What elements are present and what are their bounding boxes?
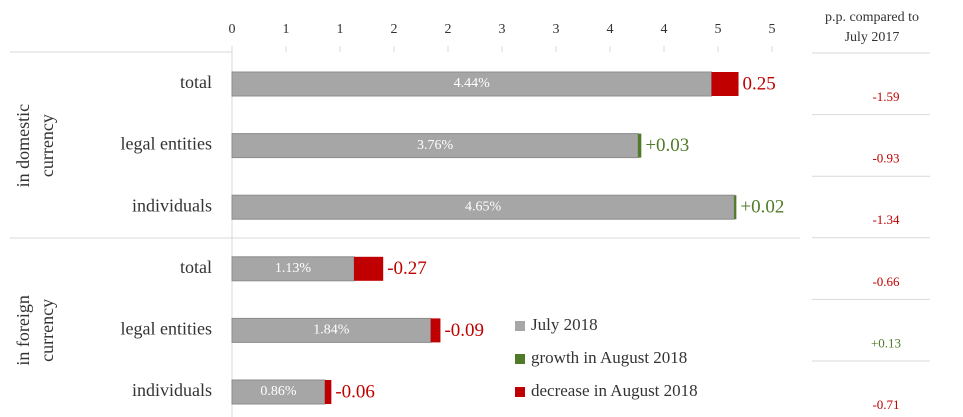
change-label: +0.03 [645, 135, 689, 156]
change-bar [324, 380, 332, 404]
bar [231, 133, 639, 159]
legend-label: July 2018 [531, 315, 598, 334]
comparison-value: +0.13 [871, 335, 901, 350]
change-label: -0.27 [387, 258, 427, 279]
bar-value-label: 4.65% [465, 199, 502, 214]
group-label: in foreign [13, 295, 33, 365]
x-tick-label: 5 [715, 22, 722, 37]
bar-value-label: 4.44% [454, 76, 491, 91]
change-label: 0.25 [743, 73, 776, 94]
category-label: legal entities [121, 319, 212, 339]
group-label: currency [37, 114, 57, 177]
x-tick-label: 1 [337, 22, 344, 37]
x-tick-label: 5 [769, 22, 776, 37]
x-tick-label: 2 [445, 22, 452, 37]
group-label: currency [37, 299, 57, 362]
x-tick-label: 3 [499, 22, 506, 37]
bar-value-label: 1.84% [313, 323, 350, 338]
legend-swatch [515, 387, 525, 397]
group-label: in domestic [13, 104, 33, 188]
x-tick-label: 3 [553, 22, 560, 37]
change-bar [638, 133, 642, 158]
category-label: total [180, 257, 212, 277]
change-label: -0.09 [444, 320, 484, 341]
legend-swatch [515, 321, 525, 331]
comparison-value: -1.34 [872, 212, 900, 227]
comparison-value: -0.66 [872, 274, 900, 289]
legend-label: growth in August 2018 [531, 348, 687, 367]
category-label: legal entities [121, 134, 212, 154]
change-bar [734, 195, 737, 220]
change-bar [430, 318, 441, 343]
change-label: -0.06 [335, 381, 375, 402]
comparison-title: p.p. compared to July 2017 [824, 10, 920, 45]
legend-swatch [515, 354, 525, 364]
legend-label: decrease in August 2018 [531, 381, 698, 400]
change-bar [354, 256, 384, 281]
category-label: individuals [132, 380, 212, 400]
comparison-value: -0.93 [872, 151, 899, 166]
change-bar [711, 72, 739, 96]
x-tick-label: 2 [391, 22, 398, 37]
x-tick-label: 4 [661, 22, 668, 37]
category-label: individuals [132, 195, 212, 215]
bar-value-label: 0.86% [260, 384, 297, 399]
x-tick-label: 4 [607, 22, 614, 37]
bar-value-label: 1.13% [275, 261, 312, 276]
x-tick-label: 1 [283, 22, 290, 37]
comparison-value: -1.59 [872, 89, 899, 104]
x-tick-label: 0 [229, 22, 236, 37]
bar [231, 379, 326, 405]
category-label: total [180, 72, 212, 92]
change-label: +0.02 [740, 197, 784, 218]
bar-value-label: 3.76% [417, 138, 454, 153]
comparison-value: -0.71 [872, 397, 899, 412]
bar [231, 194, 735, 220]
